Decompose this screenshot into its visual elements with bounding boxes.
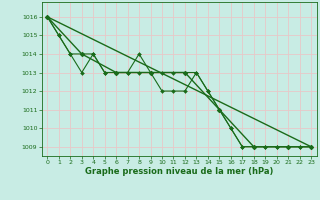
- X-axis label: Graphe pression niveau de la mer (hPa): Graphe pression niveau de la mer (hPa): [85, 167, 273, 176]
